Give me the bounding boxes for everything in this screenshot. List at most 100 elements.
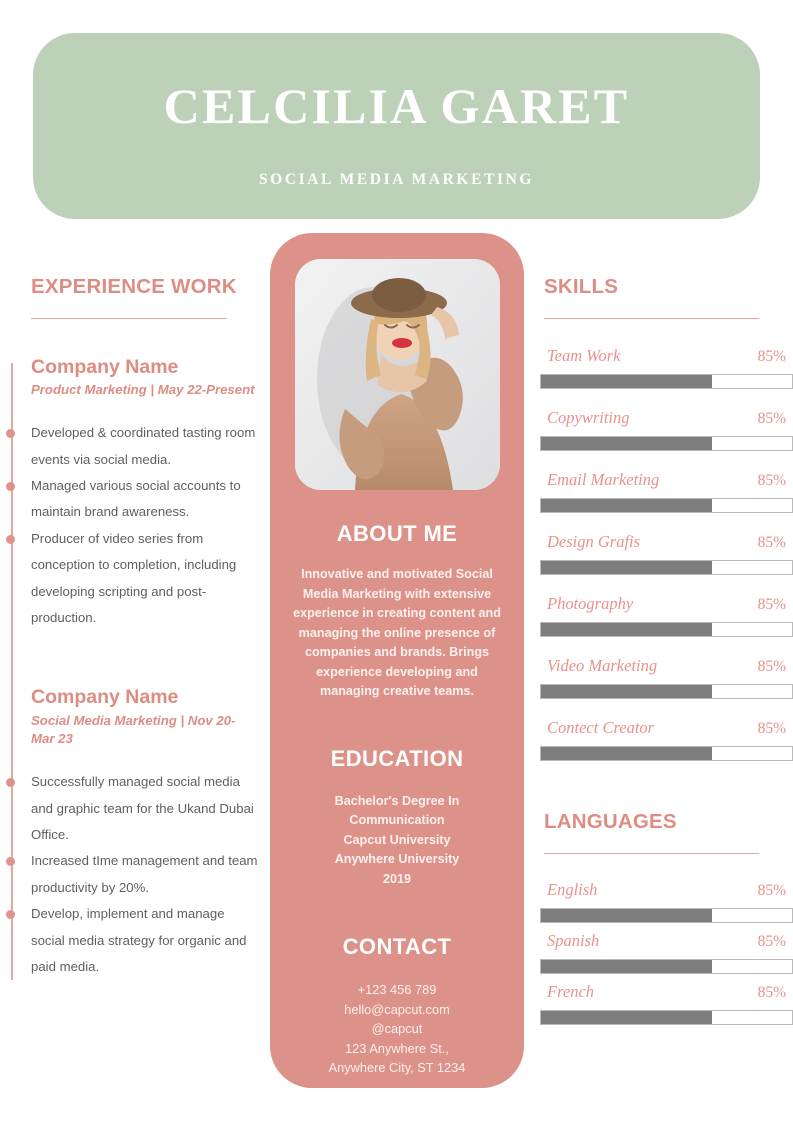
skills-title: SKILLS xyxy=(544,275,619,298)
education-line: Anywhere University xyxy=(334,852,460,867)
skills-languages-column: SKILLS Team Work 85% Copywriting 85% xyxy=(540,275,793,1033)
contact-handle[interactable]: @capcut xyxy=(371,1021,423,1037)
skill-percent: 85% xyxy=(757,534,786,551)
skill-row: Photography 85% xyxy=(540,594,793,637)
skill-label: Email Marketing xyxy=(547,470,660,489)
skill-label: Copywriting xyxy=(547,408,630,427)
bullet-dot-icon xyxy=(6,778,15,788)
job-role-dates: Product Marketing | May 22-Present xyxy=(31,382,255,398)
education-line: 2019 xyxy=(382,871,412,886)
skill-row: Design Grafis 85% xyxy=(540,532,793,575)
skill-label: Contect Creator xyxy=(547,718,655,737)
portrait-photo-icon xyxy=(294,259,500,490)
skill-label: Team Work xyxy=(547,346,621,365)
skill-row: Contect Creator 85% xyxy=(540,718,793,761)
skill-percent: 85% xyxy=(757,596,786,613)
contact-email[interactable]: hello@capcut.com xyxy=(344,1001,450,1017)
job-bullet-list: Developed & coordinated tasting room eve… xyxy=(6,420,258,632)
about-text: Innovative and motivated Social Media Ma… xyxy=(293,567,501,699)
bullet-dot-icon xyxy=(6,429,15,439)
job-company-name: Company Name xyxy=(31,686,179,709)
education-line: Bachelor's Degree In Communication xyxy=(334,793,460,828)
experience-item: Company Name Social Media Marketing | No… xyxy=(6,685,258,980)
contact-phone[interactable]: +123 456 789 xyxy=(357,982,437,998)
skills-divider xyxy=(544,318,759,319)
language-percent: 85% xyxy=(757,933,786,950)
list-item: Managed various social accounts to maint… xyxy=(6,473,258,526)
spacer xyxy=(270,547,524,565)
bullet-dot-icon xyxy=(6,534,15,544)
spacer xyxy=(270,490,524,521)
experience-gap xyxy=(31,631,258,685)
education-title: EDUCATION xyxy=(330,745,464,771)
bullet-text: Managed various social accounts to maint… xyxy=(31,477,241,520)
language-progress-fill xyxy=(541,909,712,922)
skill-progress-bar xyxy=(540,498,793,513)
skill-progress-bar xyxy=(540,374,793,389)
language-row: Spanish 85% xyxy=(540,931,793,974)
skill-progress-fill xyxy=(541,499,712,512)
skill-percent: 85% xyxy=(757,720,786,737)
skill-progress-bar xyxy=(540,560,793,575)
languages-list: English 85% Spanish 85% French xyxy=(540,880,793,1025)
skill-percent: 85% xyxy=(757,658,786,675)
header-subtitle: SOCIAL MEDIA MARKETING xyxy=(258,171,535,188)
language-progress-bar xyxy=(540,908,793,923)
bullet-text: Develop, implement and manage social med… xyxy=(31,906,247,975)
list-item: Developed & coordinated tasting room eve… xyxy=(6,420,258,473)
skill-progress-bar xyxy=(540,684,793,699)
spacer xyxy=(270,889,524,934)
spacer xyxy=(270,772,524,792)
job-bullet-list: Successfully managed social media and gr… xyxy=(6,769,258,980)
language-percent: 85% xyxy=(757,882,786,899)
bullet-text: Increased tIme management and team produ… xyxy=(31,853,258,895)
languages-divider xyxy=(544,853,759,854)
contact-address-line-2: Anywhere City, ST 1234 xyxy=(328,1059,466,1075)
job-company-name: Company Name xyxy=(31,356,179,378)
bullet-dot-icon xyxy=(6,481,15,491)
skill-label: Photography xyxy=(547,594,634,613)
skill-progress-fill xyxy=(541,375,712,388)
skill-progress-fill xyxy=(541,685,712,698)
list-item: Producer of video series from conception… xyxy=(6,526,258,632)
avatar xyxy=(294,259,500,490)
language-progress-fill xyxy=(541,1011,712,1024)
languages-title: LANGUAGES xyxy=(544,810,677,833)
languages-section: LANGUAGES English 85% Spanish 85% xyxy=(540,810,793,1025)
education-line: Capcut University xyxy=(343,832,451,847)
bullet-text: Developed & coordinated tasting room eve… xyxy=(31,425,256,467)
skill-row: Email Marketing 85% xyxy=(540,470,793,513)
spacer xyxy=(270,960,524,980)
profile-panel: ABOUT ME Innovative and motivated Social… xyxy=(270,233,524,1088)
language-label: English xyxy=(547,880,598,899)
timeline-line xyxy=(11,363,13,981)
skills-list: Team Work 85% Copywriting 85% Email xyxy=(540,346,793,761)
bullet-dot-icon xyxy=(6,910,15,920)
skill-progress-fill xyxy=(541,747,712,760)
list-item: Increased tIme management and team produ… xyxy=(6,848,258,901)
experience-item: Company Name Product Marketing | May 22-… xyxy=(6,355,258,632)
skill-percent: 85% xyxy=(757,348,786,365)
language-progress-bar xyxy=(540,1010,793,1025)
list-item: Develop, implement and manage social med… xyxy=(6,901,258,980)
experience-section: EXPERIENCE WORK Company Name Product Mar… xyxy=(0,275,258,981)
skill-row: Video Marketing 85% xyxy=(540,656,793,699)
language-progress-fill xyxy=(541,960,712,973)
language-row: French 85% xyxy=(540,982,793,1025)
skill-progress-fill xyxy=(541,623,712,636)
about-title: ABOUT ME xyxy=(336,521,458,546)
language-row: English 85% xyxy=(540,880,793,923)
experience-divider xyxy=(31,318,227,319)
list-item: Successfully managed social media and gr… xyxy=(6,769,258,848)
skill-label: Design Grafis xyxy=(547,532,641,551)
skill-progress-fill xyxy=(541,561,712,574)
language-progress-bar xyxy=(540,959,793,974)
spacer xyxy=(270,702,524,746)
skills-section: SKILLS Team Work 85% Copywriting 85% xyxy=(540,275,793,761)
contact-address-line-1: 123 Anywhere St., xyxy=(345,1040,449,1056)
skill-percent: 85% xyxy=(757,472,786,489)
skill-row: Copywriting 85% xyxy=(540,408,793,451)
experience-timeline: Company Name Product Marketing | May 22-… xyxy=(0,355,258,981)
skill-progress-bar xyxy=(540,622,793,637)
skill-row: Team Work 85% xyxy=(540,346,793,389)
